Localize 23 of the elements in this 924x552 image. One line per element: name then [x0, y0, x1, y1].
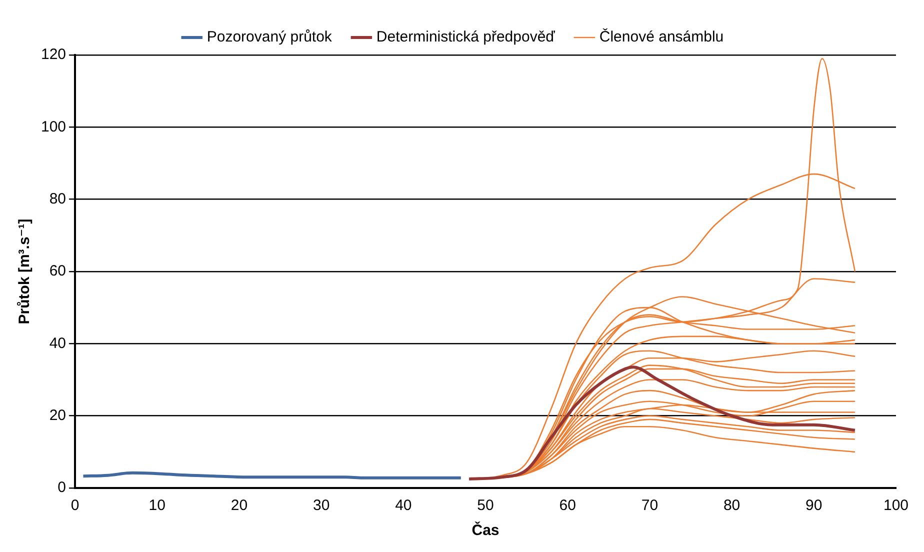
legend-label: Členové ansámblu — [599, 28, 724, 46]
y-tick-label: 0 — [58, 479, 66, 496]
x-tick-label: 70 — [641, 497, 658, 514]
legend-label: Deterministická předpověď — [376, 28, 556, 46]
x-tick-label: 0 — [70, 497, 80, 514]
y-tick-label: 120 — [40, 46, 66, 64]
x-tick-label: 10 — [148, 497, 166, 514]
y-tick-label: 60 — [49, 262, 66, 280]
x-tick-label: 90 — [806, 497, 822, 514]
x-tick-label: 60 — [559, 497, 576, 514]
y-tick-label: 80 — [49, 190, 66, 208]
x-tick-label: 40 — [395, 497, 412, 514]
y-tick-label: 100 — [40, 118, 66, 136]
x-tick-label: 30 — [312, 497, 330, 514]
y-tick-label: 20 — [49, 406, 66, 424]
x-tick-label: 80 — [723, 497, 740, 514]
legend-label: Pozorovaný průtok — [206, 28, 332, 46]
x-tick-label: 100 — [883, 497, 909, 514]
y-tick-label: 40 — [49, 334, 66, 352]
x-axis-title: Čas — [472, 521, 500, 540]
x-tick-label: 50 — [477, 497, 494, 514]
y-axis-title: Průtok [m³.s⁻¹] — [16, 218, 34, 324]
x-tick-label: 20 — [230, 497, 248, 514]
